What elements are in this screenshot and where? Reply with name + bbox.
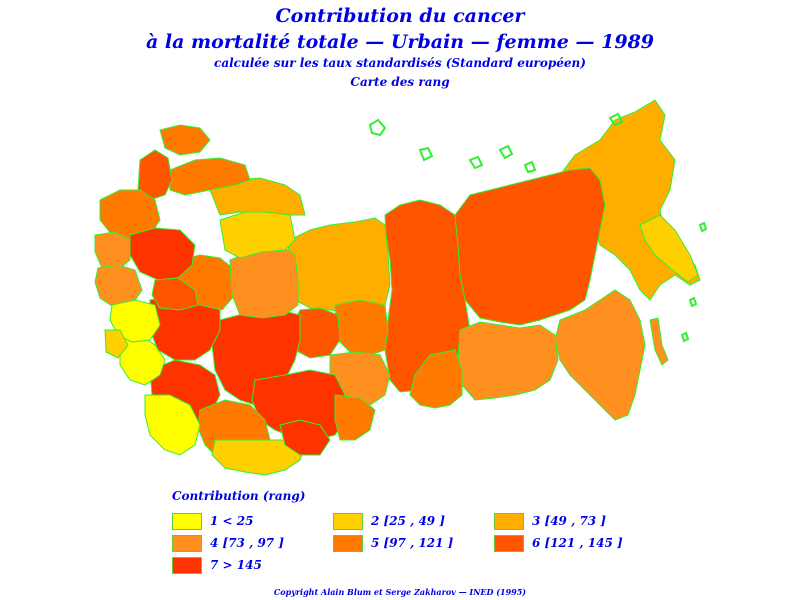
region-ukraine-east	[151, 277, 199, 311]
region-tomsk	[334, 299, 389, 356]
region-yakutia	[454, 167, 606, 326]
copyright-notice: Copyright Alain Blum et Serge Zakharov —…	[273, 587, 527, 597]
region-chita	[409, 349, 463, 409]
region-moldova	[104, 329, 129, 359]
region-sakhalin	[649, 317, 669, 366]
map-subtitle: à la mortalité totale — Urbain — femme —…	[145, 31, 655, 53]
region-uzbek	[211, 439, 306, 476]
island-novaya-zemlya	[368, 118, 387, 137]
region-tyumen	[285, 217, 391, 313]
region-kyrgyz	[279, 419, 331, 456]
region-baltic	[94, 231, 131, 271]
region-archangelsk	[169, 157, 251, 196]
map-method-note: calculée sur les taux standardisés (Stan…	[214, 56, 586, 70]
map-title: Contribution du cancer	[275, 5, 525, 27]
island-arctic-1	[498, 144, 514, 160]
region-central	[129, 227, 196, 281]
legend-label-5: 5 [97 , 121 ]	[371, 536, 454, 550]
island-arctic-3	[418, 146, 434, 162]
region-amur	[457, 321, 559, 401]
legend-label-1: 1 < 25	[210, 514, 254, 528]
legend-swatch-5	[333, 535, 363, 552]
region-kamchatka	[639, 214, 699, 283]
legend-swatch-6	[494, 535, 524, 552]
map-islands	[368, 112, 708, 343]
island-kuril-3	[680, 331, 690, 343]
island-kuril-2	[688, 296, 698, 308]
legend-swatch-7	[172, 557, 202, 574]
island-arctic-4	[468, 155, 484, 170]
island-arctic-2	[523, 160, 537, 174]
legend-label-6: 6 [121 , 145 ]	[532, 536, 623, 550]
region-komi	[209, 177, 306, 216]
legend-label-3: 3 [49 , 73 ]	[532, 514, 606, 528]
region-kola	[159, 124, 211, 156]
legend-title: Contribution (rang)	[172, 489, 306, 503]
legend-label-7: 7 > 145	[210, 558, 262, 572]
map-regions	[94, 99, 701, 476]
region-ukraine-west	[109, 299, 161, 343]
legend-swatch-2	[333, 513, 363, 530]
region-far-east-south	[554, 289, 646, 421]
island-arctic-5	[608, 112, 624, 127]
island-kuril-1	[698, 221, 708, 233]
map-type-label: Carte des rang	[350, 75, 450, 89]
region-turkmen	[144, 394, 201, 456]
legend-swatch-3	[494, 513, 524, 530]
region-kazakh-east	[334, 394, 376, 441]
legend-swatch-4	[172, 535, 202, 552]
legend-swatch-1	[172, 513, 202, 530]
legend-label-2: 2 [25 , 49 ]	[371, 514, 445, 528]
legend-label-4: 4 [73 , 97 ]	[210, 536, 284, 550]
